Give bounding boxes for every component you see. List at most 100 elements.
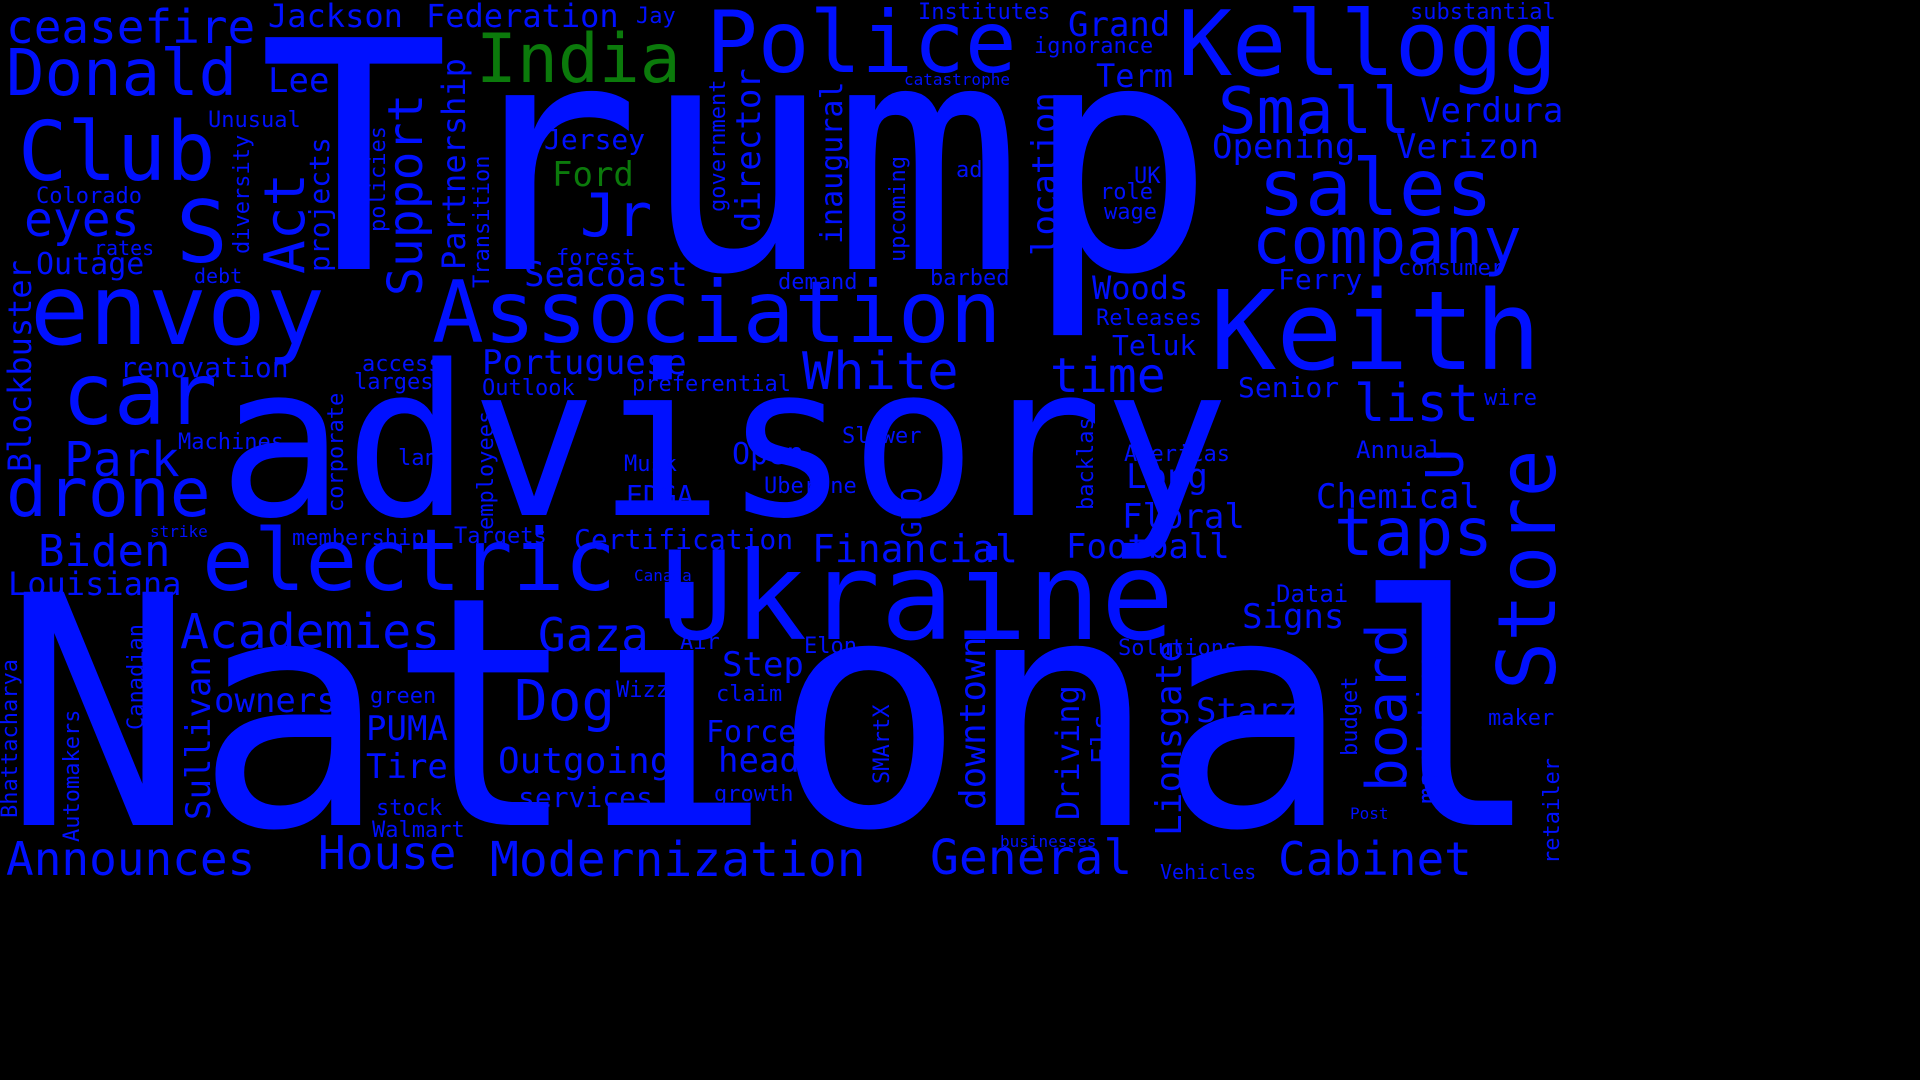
word-puma: PUMA <box>366 709 448 749</box>
word-marketing: marketing <box>1411 652 1444 804</box>
word-machines: Machines <box>178 430 284 455</box>
word-cloud: Trump National advisory Ukraine envoy As… <box>0 0 1568 882</box>
word-force: Force <box>706 715 797 750</box>
word-consumer: consumer <box>1398 256 1504 281</box>
word-geo: GEO <box>895 487 928 538</box>
word-ad: ad <box>956 158 983 183</box>
word-envoy: envoy <box>30 254 326 368</box>
word-seacoast: Seacoast <box>524 255 688 295</box>
word-budget: budget <box>1338 676 1363 756</box>
word-walmart: Walmart <box>372 818 465 843</box>
word-opening: Opening <box>1212 127 1356 167</box>
word-senior: Senior <box>1238 371 1340 404</box>
word-stock: stock <box>376 796 443 821</box>
word-substantial: substantial <box>1410 0 1556 25</box>
word-house: House <box>318 826 457 880</box>
word-federation: Federation <box>426 0 619 35</box>
word-certification: Certification <box>574 523 794 556</box>
word-uk: UK <box>1134 164 1161 189</box>
word-wire: wire <box>1484 386 1537 411</box>
word-sullivan: Sullivan <box>179 656 219 820</box>
word-diversity: diversity <box>230 134 255 254</box>
word-partnership: Partnership <box>435 58 473 270</box>
word-chemical: Chemical <box>1316 477 1480 517</box>
word-store: Store <box>1481 449 1568 690</box>
word-upcoming: upcoming <box>886 156 911 262</box>
word-cabinet: Cabinet <box>1278 832 1472 882</box>
word-s: S <box>176 183 228 283</box>
word-targets: Targets <box>454 524 547 549</box>
word-canada: Canada <box>634 566 692 585</box>
word-owners: owners <box>214 681 337 721</box>
word-louisiana: Louisiana <box>8 565 182 603</box>
word-woods: Woods <box>1092 269 1189 307</box>
word-services: services <box>518 781 653 814</box>
word-u: U <box>1416 448 1476 480</box>
word-els: Els <box>1085 713 1118 764</box>
word-small: Small <box>1218 75 1411 149</box>
word-rates: rates <box>94 236 155 260</box>
word-biden: Biden <box>38 526 171 577</box>
word-announces: Announces <box>6 832 256 882</box>
word-musk: Musk <box>624 452 677 477</box>
word-land: land <box>398 446 451 471</box>
word-downtown: downtown <box>953 636 994 810</box>
word-jersey: Jersey <box>544 123 646 156</box>
word-tire: Tire <box>366 747 448 787</box>
word-solutions: Solutions <box>1118 636 1238 661</box>
word-largest: largest <box>354 370 447 395</box>
word-policies: policies <box>366 126 391 232</box>
word-claim: claim <box>716 682 783 707</box>
word-green: green <box>370 684 437 709</box>
word-floral: Floral <box>1122 497 1245 537</box>
word-post: Post <box>1350 804 1389 823</box>
word-corporate: corporate <box>324 392 349 512</box>
word-annual: Annual <box>1356 436 1443 464</box>
word-gaza: Gaza <box>538 608 649 662</box>
word-releases: Releases <box>1096 306 1202 331</box>
word-india: India <box>476 20 681 99</box>
word-location: location <box>1025 92 1065 256</box>
word-eyes: eyes <box>24 192 140 248</box>
word-portuguese: Portuguese <box>482 343 687 383</box>
word-sales: sales <box>1258 144 1493 234</box>
word-lee: Lee <box>268 61 330 101</box>
word-signs: Signs <box>1242 597 1345 637</box>
word-list: list <box>1354 374 1480 434</box>
word-kellogg: Kellogg <box>1178 0 1558 97</box>
word-jackson: Jackson <box>268 0 403 35</box>
word-head: head <box>718 741 800 781</box>
word-board: board <box>1355 623 1420 792</box>
word-slower: Slower <box>842 424 922 449</box>
word-employees: employees <box>474 410 499 530</box>
word-preferential: preferential <box>632 372 791 397</box>
word-access: access <box>362 352 442 377</box>
word-forest: forest <box>556 246 636 271</box>
word-drone: drone <box>6 454 211 533</box>
word-starz: Starz <box>1196 691 1299 731</box>
word-wizz: Wizz <box>616 678 669 703</box>
word-open: Open <box>732 437 805 472</box>
word-jr: Jr <box>580 181 653 251</box>
word-canadian: Canadian <box>124 624 149 730</box>
word-institutes: Institutes <box>918 0 1051 25</box>
word-outgoing: Outgoing <box>498 741 672 782</box>
word-backlash: backlash <box>1074 404 1099 510</box>
word-smartx: SMArtX <box>870 704 895 784</box>
word-teluk: Teluk <box>1112 329 1197 362</box>
word-businesses: businesses <box>1000 832 1097 851</box>
word-step: Step <box>722 645 804 685</box>
word-air: Air <box>680 630 720 655</box>
word-ceasefire: ceasefire <box>6 0 256 54</box>
word-retailer: retailer <box>1540 758 1565 864</box>
word-police: Police <box>706 0 1017 93</box>
word-donald: Donald <box>6 37 238 111</box>
word-elon: Elon <box>804 634 857 659</box>
word-national: National <box>2 529 1544 882</box>
word-outage: Outage <box>36 247 145 282</box>
word-automakers: Automakers <box>60 709 85 842</box>
word-ford: Ford <box>552 155 634 195</box>
word-company: company <box>1252 205 1522 279</box>
word-membership: membership <box>292 526 425 551</box>
word-driving: Driving <box>1049 685 1087 820</box>
